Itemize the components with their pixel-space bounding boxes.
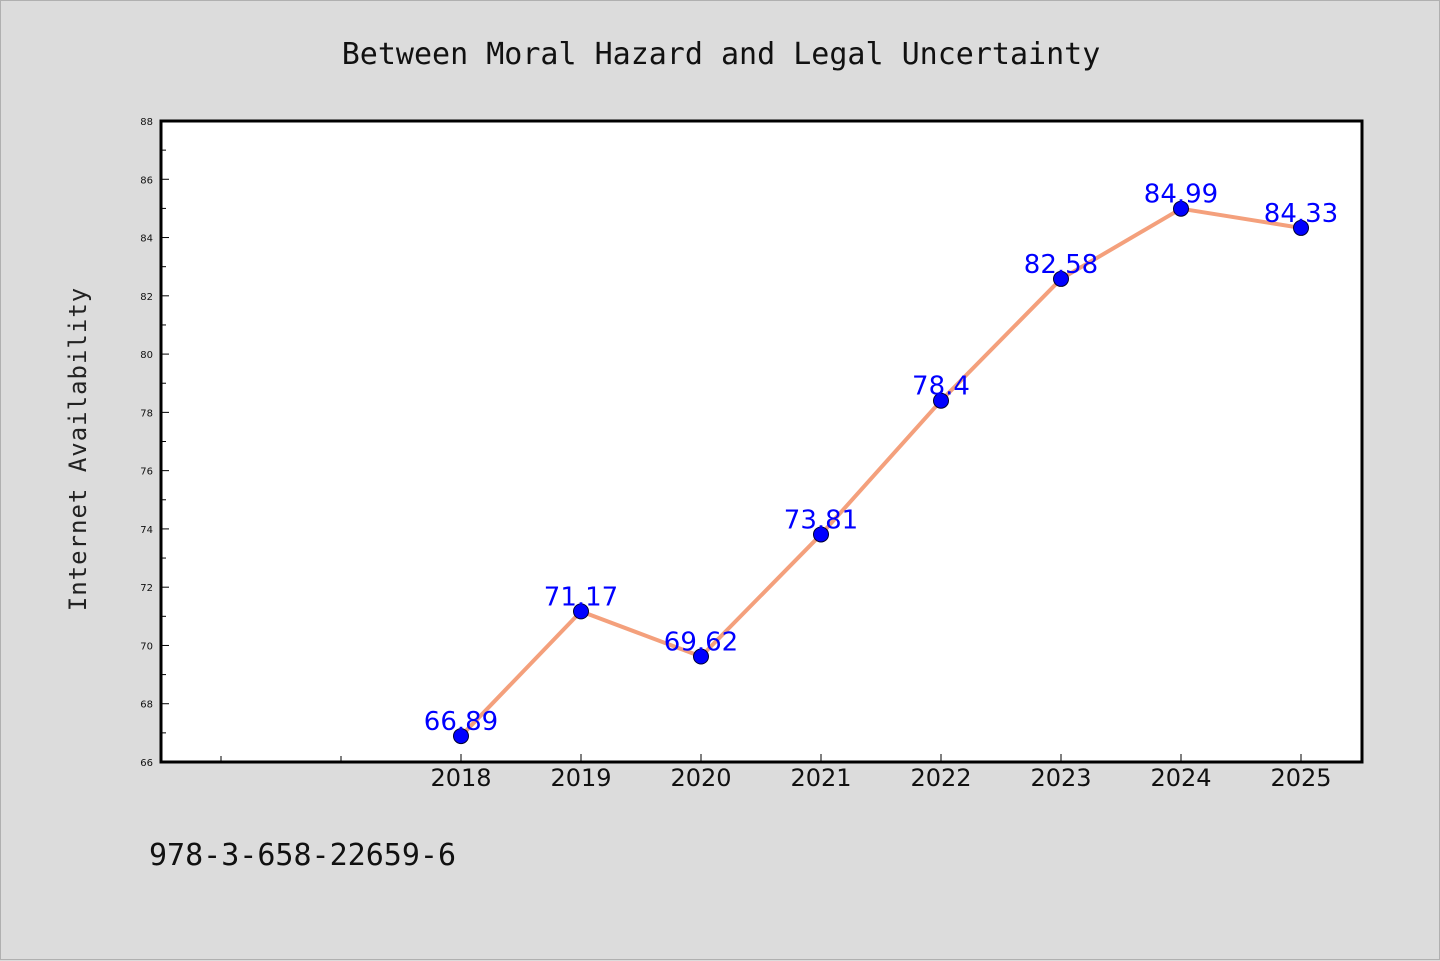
data-label: 82.58 xyxy=(1024,250,1098,280)
x-tick-label: 2024 xyxy=(1150,764,1211,792)
x-axis: 2018 2019 2020 2021 2022 2023 2024 2025 xyxy=(220,754,1332,792)
data-labels: 66.89 71.17 69.62 73.81 78.4 82.58 84.99 84.33 xyxy=(424,180,1338,737)
y-tick-label: 70 xyxy=(140,641,153,652)
y-tick-label: 80 xyxy=(140,350,153,361)
y-tick-label: 88 xyxy=(140,117,153,128)
plot-area xyxy=(159,119,1364,764)
chart-title: Between Moral Hazard and Legal Uncertain… xyxy=(342,37,1101,72)
x-tick-label: 2020 xyxy=(670,764,731,792)
data-label: 78.4 xyxy=(912,372,970,402)
y-tick-label: 74 xyxy=(140,525,153,536)
x-tick-label: 2021 xyxy=(790,764,851,792)
x-tick-label: 2019 xyxy=(550,764,611,792)
data-label: 84.99 xyxy=(1144,180,1218,210)
data-point xyxy=(1053,270,1069,287)
x-tick-label: 2025 xyxy=(1270,764,1331,792)
data-point xyxy=(1293,219,1309,236)
data-label: 66.89 xyxy=(424,707,498,737)
y-tick-label: 72 xyxy=(140,583,153,594)
y-tick-label: 78 xyxy=(140,408,153,419)
data-label: 73.81 xyxy=(784,505,858,535)
data-label: 71.17 xyxy=(544,582,618,612)
data-label: 69.62 xyxy=(664,628,738,658)
y-axis-label: Internet Availability xyxy=(64,287,92,611)
data-point xyxy=(1173,200,1189,217)
data-point xyxy=(573,603,589,620)
y-tick-label: 68 xyxy=(140,700,153,711)
isbn-text: 978-3-658-22659-6 xyxy=(149,838,456,873)
data-point xyxy=(933,392,949,409)
x-tick-label: 2022 xyxy=(910,764,971,792)
y-tick-label: 86 xyxy=(140,175,153,186)
data-label: 84.33 xyxy=(1264,199,1338,229)
data-point xyxy=(453,728,469,745)
data-points xyxy=(453,200,1309,745)
data-point xyxy=(813,526,829,543)
series-line xyxy=(459,206,1302,738)
y-tick-label: 66 xyxy=(140,758,153,769)
y-tick-label: 76 xyxy=(140,467,153,478)
y-tick-label: 84 xyxy=(140,234,153,245)
y-tick-label: 82 xyxy=(140,292,153,303)
x-tick-label: 2018 xyxy=(430,764,491,792)
x-tick-label: 2023 xyxy=(1030,764,1091,792)
y-axis: 66 68 70 72 74 76 78 80 82 84 86 88 xyxy=(140,117,169,769)
data-point xyxy=(693,648,709,665)
